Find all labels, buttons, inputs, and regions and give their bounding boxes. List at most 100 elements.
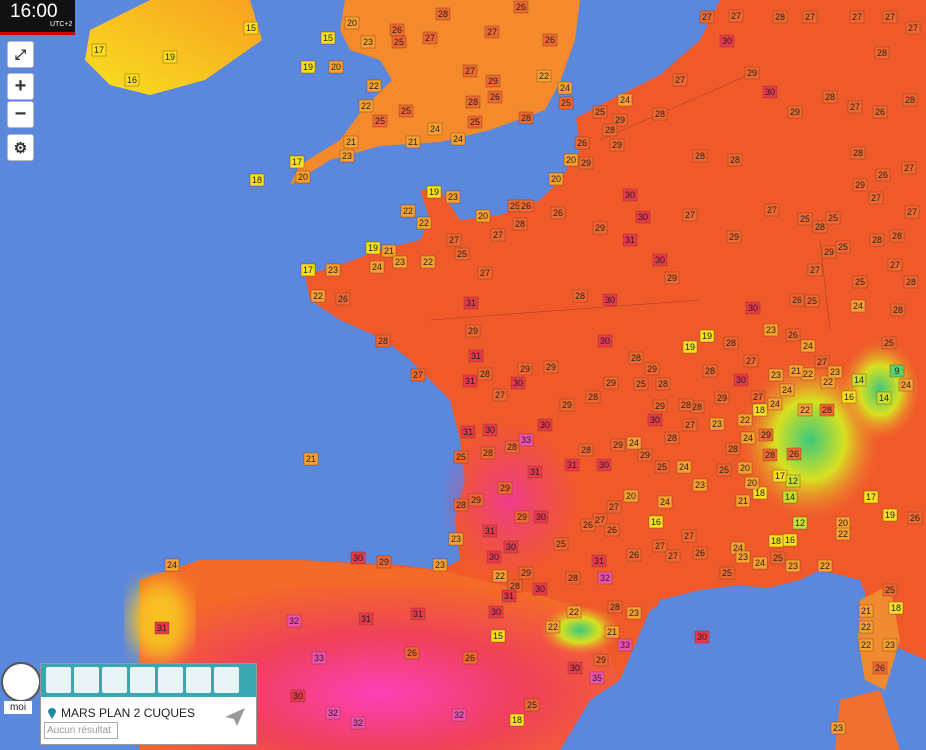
temperature-label[interactable]: 30 [650,415,660,425]
temperature-label[interactable]: 29 [562,400,572,410]
temperature-label[interactable]: 17 [292,157,302,167]
temperature-label[interactable]: 29 [729,232,739,242]
temperature-label[interactable]: 14 [879,393,889,403]
temperature-label[interactable]: 16 [127,75,137,85]
temperature-label[interactable]: 22 [803,369,813,379]
temperature-label[interactable]: 27 [850,102,860,112]
temperature-label[interactable]: 30 [506,542,516,552]
temperature-label[interactable]: 22 [569,607,579,617]
temperature-label[interactable]: 25 [510,201,520,211]
temperature-label[interactable]: 22 [861,640,871,650]
temperature-label[interactable]: 29 [520,364,530,374]
temperature-label[interactable]: 15 [323,33,333,43]
temperature-label[interactable]: 32 [328,708,338,718]
temperature-label[interactable]: 29 [615,115,625,125]
temperature-label[interactable]: 31 [157,623,167,633]
temperature-label[interactable]: 28 [775,12,785,22]
temperature-label[interactable]: 28 [705,366,715,376]
temperature-label[interactable]: 25 [527,700,537,710]
temperature-label[interactable]: 25 [719,465,729,475]
temperature-label[interactable]: 28 [610,602,620,612]
temperature-label[interactable]: 25 [800,214,810,224]
temperature-label[interactable]: 24 [853,301,863,311]
temperature-label[interactable]: 26 [516,2,526,12]
temperature-label[interactable]: 24 [430,124,440,134]
temperature-label[interactable]: 25 [556,539,566,549]
temperature-label[interactable]: 20 [626,491,636,501]
temperature-label[interactable]: 23 [363,37,373,47]
temperature-label[interactable]: 20 [566,155,576,165]
temperature-label[interactable]: 19 [368,243,378,253]
temperature-label[interactable]: 28 [667,433,677,443]
temperature-label[interactable]: 25 [838,242,848,252]
layer-icon[interactable] [130,667,155,693]
temperature-label[interactable]: 24 [733,543,743,553]
temperature-label[interactable]: 28 [378,336,388,346]
temperature-label[interactable]: 25 [636,379,646,389]
temperature-label[interactable]: 28 [877,48,887,58]
layer-icon[interactable] [46,667,71,693]
temperature-label[interactable]: 28 [853,148,863,158]
temperature-label[interactable]: 18 [512,715,522,725]
temperature-label[interactable]: 28 [695,151,705,161]
temperature-label[interactable]: 24 [167,560,177,570]
temperature-label[interactable]: 21 [306,454,316,464]
temperature-label[interactable]: 25 [595,107,605,117]
temperature-label[interactable]: 27 [805,12,815,22]
temperature-label[interactable]: 24 [770,399,780,409]
temperature-label[interactable]: 27 [852,12,862,22]
temperature-label[interactable]: 28 [893,305,903,315]
temperature-label[interactable]: 31 [567,460,577,470]
temperature-label[interactable]: 16 [785,535,795,545]
temperature-label[interactable]: 27 [885,12,895,22]
temperature-label[interactable]: 24 [803,341,813,351]
temperature-label[interactable]: 23 [788,561,798,571]
temperature-label[interactable]: 22 [403,206,413,216]
temperature-label[interactable]: 27 [810,265,820,275]
layer-icon[interactable] [158,667,183,693]
temperature-label[interactable]: 32 [454,710,464,720]
temperature-label[interactable]: 30 [489,552,499,562]
temperature-label[interactable]: 27 [609,502,619,512]
temperature-label[interactable]: 28 [575,291,585,301]
temperature-label[interactable]: 31 [594,556,604,566]
temperature-label[interactable]: 9 [894,366,899,376]
temperature-label[interactable]: 27 [684,531,694,541]
temperature-label[interactable]: 30 [655,255,665,265]
zoom-in-button[interactable]: + [7,73,34,100]
temperature-label[interactable]: 23 [328,265,338,275]
temperature-label[interactable]: 23 [629,608,639,618]
temperature-label[interactable]: 15 [246,23,256,33]
temperature-label[interactable]: 23 [435,560,445,570]
temperature-label[interactable]: 22 [419,218,429,228]
layer-icon[interactable] [74,667,99,693]
temperature-label[interactable]: 26 [545,35,555,45]
temperature-label[interactable]: 24 [372,262,382,272]
temperature-label[interactable]: 29 [379,557,389,567]
temperature-label[interactable]: 28 [655,109,665,119]
temperature-label[interactable]: 25 [470,117,480,127]
temperature-label[interactable]: 24 [620,95,630,105]
temperature-label[interactable]: 25 [394,37,404,47]
temperature-label[interactable]: 25 [773,553,783,563]
temperature-label[interactable]: 17 [866,492,876,502]
temperature-label[interactable]: 29 [546,362,556,372]
temperature-label[interactable]: 30 [485,425,495,435]
temperature-label[interactable]: 21 [861,606,871,616]
temperature-label[interactable]: 20 [347,18,357,28]
temperature-label[interactable]: 30 [736,375,746,385]
temperature-label[interactable]: 26 [392,25,402,35]
layer-icon[interactable] [102,667,127,693]
temperature-label[interactable]: 35 [592,673,602,683]
temperature-label[interactable]: 27 [655,541,665,551]
temperature-label[interactable]: 28 [692,402,702,412]
temperature-label[interactable]: 31 [471,351,481,361]
temperature-label[interactable]: 25 [885,585,895,595]
temperature-label[interactable]: 25 [561,98,571,108]
temperature-label[interactable]: 26 [583,520,593,530]
temperature-label[interactable]: 22 [539,71,549,81]
avatar[interactable] [1,662,41,702]
temperature-label[interactable]: 21 [346,137,356,147]
temperature-label[interactable]: 22 [313,291,323,301]
temperature-label[interactable]: 31 [361,614,371,624]
